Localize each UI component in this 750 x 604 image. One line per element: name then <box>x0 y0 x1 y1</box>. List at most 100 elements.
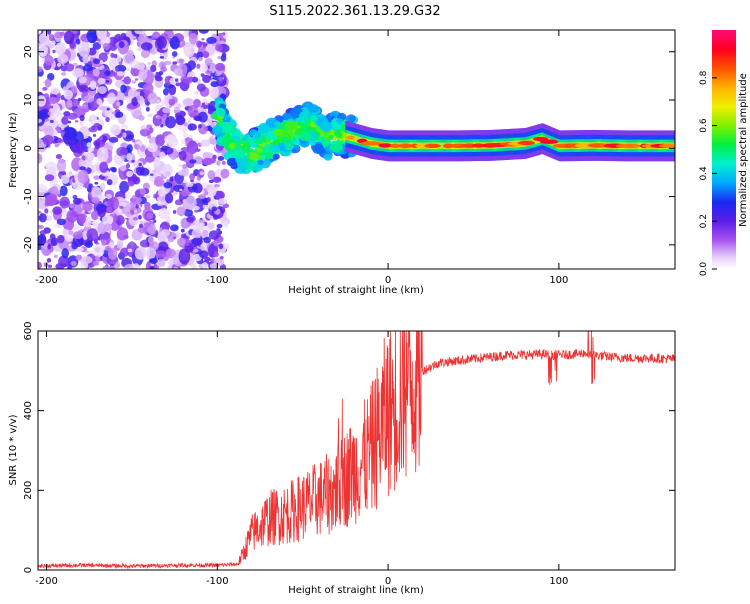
spectrogram-cell <box>131 159 135 163</box>
spectrogram-cell <box>69 203 74 209</box>
spectrogram-cell <box>91 196 100 204</box>
spectrogram-cell <box>154 76 163 82</box>
spectrogram-cell <box>44 78 52 88</box>
spectrogram-cell <box>125 217 129 220</box>
spectrogram-cell <box>56 62 62 67</box>
spectrogram-cell <box>84 240 93 248</box>
spectrogram-cell <box>307 104 319 114</box>
spectrogram-cell <box>319 120 332 131</box>
spectrogram-cell <box>201 189 205 194</box>
spectrogram-cell <box>294 145 300 150</box>
spectrogram-cell <box>183 179 187 184</box>
spectrogram-cell <box>159 169 165 175</box>
spectrogram-cell <box>168 98 176 106</box>
spectrogram-cell <box>207 186 217 197</box>
spectrogram-cell <box>132 176 141 185</box>
spectrogram-cell <box>116 227 129 241</box>
snr-y-tick-label: 0 <box>23 567 34 573</box>
spectrogram-cell <box>198 124 202 129</box>
spectrogram-hotspot <box>378 143 393 148</box>
spectrogram-cell <box>172 56 176 59</box>
spectrogram-cell <box>106 107 110 111</box>
spectrogram-cell <box>204 57 213 66</box>
spectrogram-cell <box>166 179 170 183</box>
spectrogram-cell <box>77 97 82 102</box>
spectrogram-cell <box>158 208 170 220</box>
spectrogram-cell <box>82 54 90 64</box>
spectrogram-cell <box>108 136 119 143</box>
spectrogram-cell <box>63 30 75 45</box>
spectrogram-cell <box>88 114 98 125</box>
snr-x-tick-label: -200 <box>35 576 58 587</box>
spectrogram-cell <box>193 206 200 211</box>
spectrogram-cell <box>70 260 77 267</box>
spectrogram-cell <box>131 80 137 84</box>
spectrogram-cell <box>207 222 215 230</box>
spectrogram-cell <box>99 161 109 173</box>
spectrogram-cell <box>38 213 47 223</box>
spectrogram-cell <box>234 144 242 151</box>
spectrogram-cell <box>218 230 223 235</box>
colorbar-tick-label: 0.4 <box>699 166 709 181</box>
spectrogram-cell <box>153 157 161 167</box>
spectrogram-cell <box>39 230 47 236</box>
spectrogram-cell <box>173 266 178 269</box>
spectrogram-cell <box>202 152 214 160</box>
spectrogram-cell <box>155 134 166 147</box>
spectrogram-cell <box>119 180 130 194</box>
spectrogram-cell <box>59 196 70 209</box>
colorbar-tick-label: 0.0 <box>699 262 709 277</box>
spectrogram-cell <box>274 121 282 127</box>
spectrogram-cell <box>148 236 154 245</box>
spectrogram-y-tick-label: 10 <box>23 94 34 107</box>
spectrogram-cell <box>116 71 125 77</box>
spectrogram-cell <box>165 116 177 129</box>
spectrogram-cell <box>175 115 186 126</box>
snr-y-tick-label: 200 <box>23 481 34 500</box>
spectrogram-cell <box>90 210 99 221</box>
spectrogram-cell <box>198 63 208 73</box>
spectrogram-cell <box>146 247 156 260</box>
spectrogram-cell <box>89 80 97 90</box>
spectrogram-cell <box>182 164 188 169</box>
spectrogram-cell <box>212 176 222 183</box>
spectrogram-cell <box>165 248 176 259</box>
spectrogram-hotspot <box>397 143 414 149</box>
spectrogram-cell <box>105 193 112 200</box>
spectrogram-cell <box>149 257 158 264</box>
spectrogram-cell <box>216 228 221 232</box>
spectrogram-cell <box>88 183 93 188</box>
spectrogram-cell <box>198 219 205 223</box>
spectrogram-cell <box>190 223 194 228</box>
spectrogram-cell <box>138 162 142 167</box>
spectrogram-cell <box>202 50 210 59</box>
spectrogram-cell <box>79 166 86 171</box>
spectrogram-cell <box>94 141 101 150</box>
spectrogram-cell <box>346 114 356 123</box>
spectrogram-cell <box>132 194 136 200</box>
spectrogram-cell <box>59 185 68 197</box>
snr-frame <box>37 330 676 571</box>
spectrogram-cell <box>110 124 121 136</box>
spectrogram-cell <box>132 263 140 269</box>
spectrogram-cell <box>173 236 177 239</box>
spectrogram-cell <box>199 171 205 176</box>
spectrogram-cell <box>173 184 185 193</box>
spectrogram-cell <box>222 32 226 36</box>
spectrogram-cell <box>133 209 138 214</box>
spectrogram-cell <box>59 31 66 37</box>
spectrogram-cell <box>82 202 93 212</box>
spectrogram-cell <box>185 182 194 188</box>
spectrogram-cell <box>256 147 263 153</box>
spectrogram-cell <box>116 101 121 107</box>
spectrogram-cell <box>78 84 89 93</box>
spectrogram-cell <box>38 261 42 269</box>
spectrogram-cell <box>176 206 186 217</box>
spectrogram-cell <box>206 197 211 203</box>
spectrogram-cell <box>96 98 103 105</box>
colorbar-ticks: 0.0 0.2 0.4 0.6 0.8 <box>699 70 717 276</box>
spectrogram-cell <box>182 98 194 106</box>
spectrogram-cell <box>219 256 224 260</box>
